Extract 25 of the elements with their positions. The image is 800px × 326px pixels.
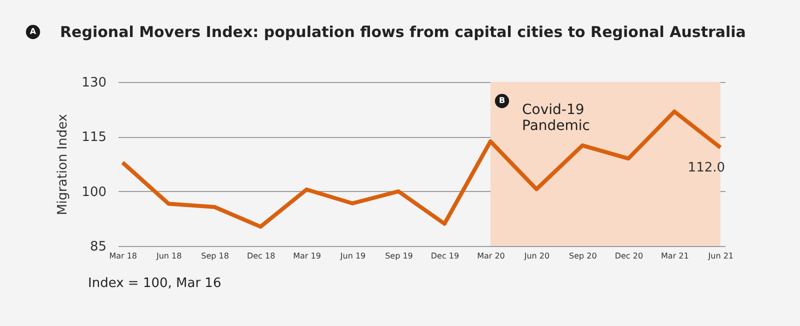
x-tick-label: Sep 19 <box>385 252 413 260</box>
band-label: Covid-19 Pandemic <box>522 102 590 134</box>
y-tick-label: 130 <box>82 76 106 90</box>
y-tick-label: 100 <box>82 184 106 200</box>
text: Index = 100, Mar 16 <box>88 276 222 291</box>
x-tick-label: Jun 20 <box>523 252 550 260</box>
chart-title: Regional Movers Index: population flows from capital cities to Regional Australia <box>60 23 746 41</box>
data-label: 112.0 <box>688 160 726 176</box>
x-tick-label: Dec 20 <box>614 252 644 260</box>
y-tick-label: 85 <box>90 240 106 254</box>
x-tick-label: Mar 18 <box>109 252 138 260</box>
x-tick-label: Mar 21 <box>661 252 689 260</box>
x-tick-label: Mar 19 <box>293 252 321 260</box>
x-tick-label: Jun 19 <box>339 252 366 260</box>
y-tick-label: 115 <box>82 130 106 146</box>
x-tick-label: Dec 18 <box>246 252 276 260</box>
x-tick-label: Sep 20 <box>569 252 597 260</box>
x-tick-label: Sep 18 <box>201 252 229 260</box>
x-tick-label: Mar 20 <box>477 252 505 260</box>
y-axis-title: Migration Index <box>56 114 71 216</box>
x-tick-label: Dec 19 <box>430 252 460 260</box>
x-tick-label: Jun 18 <box>155 252 182 260</box>
x-tick-label: Jun 21 <box>707 252 734 260</box>
text: A <box>30 27 37 36</box>
annotation: B <box>498 96 506 105</box>
